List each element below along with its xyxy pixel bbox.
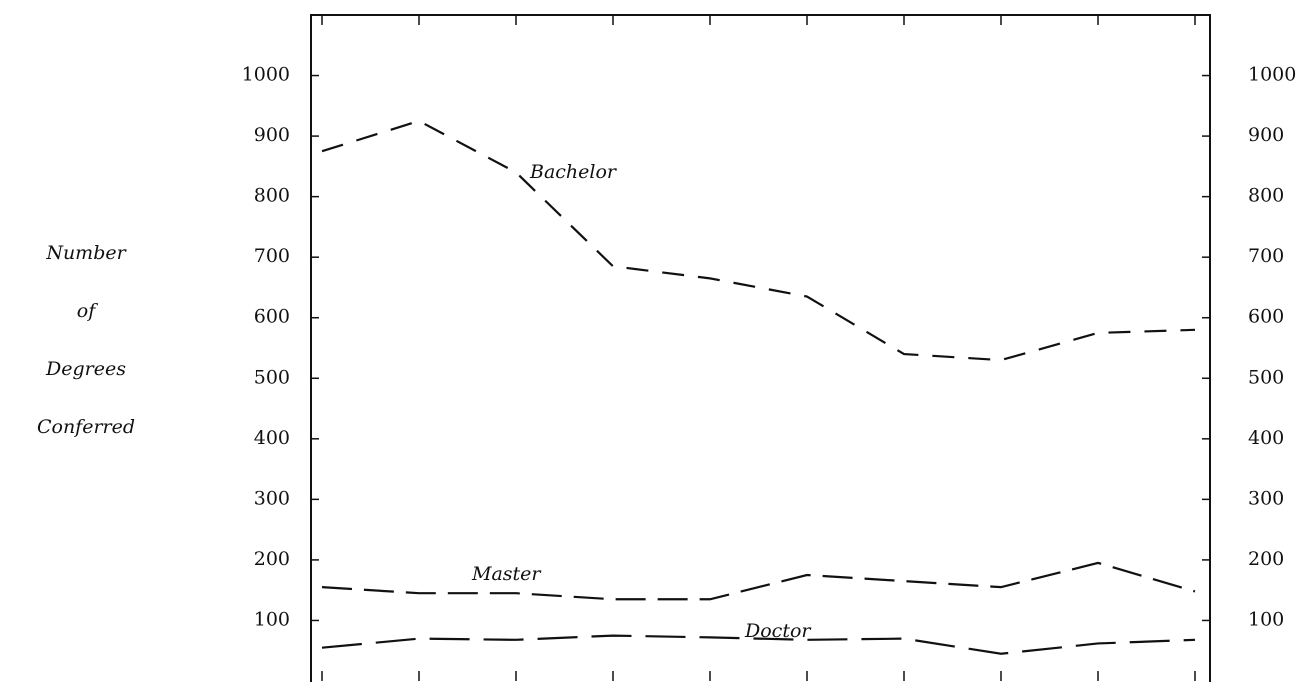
series-line bbox=[321, 561, 1196, 601]
series-label: Doctor bbox=[744, 620, 812, 642]
y-tick-label: 400 bbox=[254, 427, 290, 449]
y-tick-label: 700 bbox=[254, 245, 290, 267]
y2-tick-label: 900 bbox=[1248, 124, 1284, 146]
plot-frame bbox=[310, 14, 1211, 682]
y-axis-label: Number bbox=[45, 242, 127, 264]
y2-tick-label: 800 bbox=[1248, 185, 1284, 207]
y-tick-label: 300 bbox=[254, 487, 290, 509]
y-tick-label: 600 bbox=[254, 306, 290, 328]
series-label: Master bbox=[471, 563, 542, 585]
series-line bbox=[321, 119, 1196, 362]
y-tick-label: 1000 bbox=[242, 64, 290, 86]
y-axis-label: Degrees bbox=[45, 358, 126, 380]
y2-tick-label: 300 bbox=[1248, 487, 1284, 509]
y-tick-label: 100 bbox=[254, 608, 290, 630]
y2-tick-label: 1000 bbox=[1248, 64, 1296, 86]
series-line bbox=[321, 634, 1196, 655]
y2-tick-label: 700 bbox=[1248, 245, 1284, 267]
y2-tick-label: 200 bbox=[1248, 548, 1284, 570]
y2-tick-label: 600 bbox=[1248, 306, 1284, 328]
y2-tick-label: 500 bbox=[1248, 366, 1284, 388]
y-tick-label: 200 bbox=[254, 548, 290, 570]
y-tick-label: 800 bbox=[254, 185, 290, 207]
y-tick-label: 500 bbox=[254, 366, 290, 388]
y2-tick-label: 100 bbox=[1248, 608, 1284, 630]
y-tick-label: 900 bbox=[254, 124, 290, 146]
series-label: Bachelor bbox=[529, 161, 618, 183]
y-axis-label: of bbox=[77, 300, 98, 322]
y2-tick-label: 400 bbox=[1248, 427, 1284, 449]
y-axis-label: Conferred bbox=[37, 416, 135, 438]
